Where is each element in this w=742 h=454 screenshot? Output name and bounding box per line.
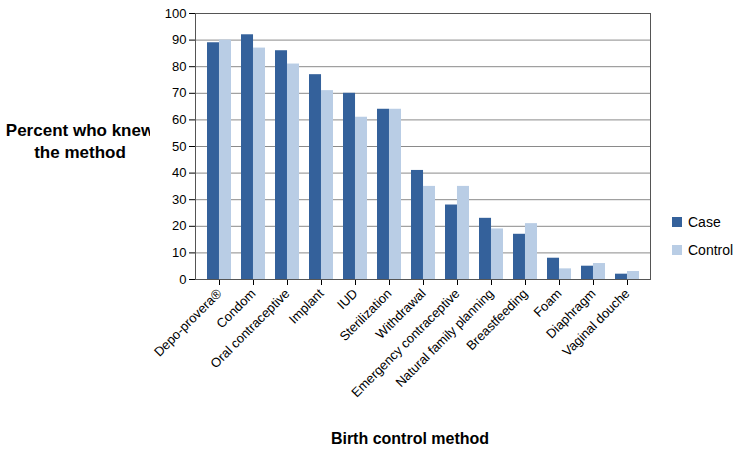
svg-text:20: 20 <box>172 218 186 233</box>
svg-text:40: 40 <box>172 165 186 180</box>
svg-text:90: 90 <box>172 32 186 47</box>
svg-text:50: 50 <box>172 139 186 154</box>
svg-text:Vaginal douche: Vaginal douche <box>559 286 632 359</box>
html-text:Control: Control <box>688 242 734 258</box>
svg-text:Foam: Foam <box>530 285 565 320</box>
svg-text:Diaphragm: Diaphragm <box>543 285 599 342</box>
svg-text:Emergency contraceptive: Emergency contraceptive <box>348 285 463 401</box>
svg-text:Breastfeeding: Breastfeeding <box>463 286 530 353</box>
svg-text:Withdrawal: Withdrawal <box>372 285 429 342</box>
svg-text:60: 60 <box>172 112 186 127</box>
svg-text:0: 0 <box>179 272 186 287</box>
svg-text:100: 100 <box>165 6 187 21</box>
svg-text:Sterilization: Sterilization <box>336 285 395 344</box>
svg-text:70: 70 <box>172 85 186 100</box>
html-text:Case: Case <box>688 214 721 230</box>
svg-text:30: 30 <box>172 192 186 207</box>
svg-text:Depo-provera®: Depo-provera® <box>151 285 225 360</box>
svg-text:80: 80 <box>172 59 186 74</box>
svg-text:Natural family planning: Natural family planning <box>392 285 497 390</box>
svg-text:10: 10 <box>172 245 186 260</box>
svg-text:Condom: Condom <box>213 285 259 332</box>
svg-text:Implant: Implant <box>286 286 327 327</box>
svg-text:IUD: IUD <box>334 286 360 312</box>
html-text:Percent who knew the method: Percent who knew the method <box>5 121 155 162</box>
html-text:Birth control method: Birth control method <box>330 430 490 447</box>
svg-text:Oral contraceptive: Oral contraceptive <box>207 286 292 371</box>
